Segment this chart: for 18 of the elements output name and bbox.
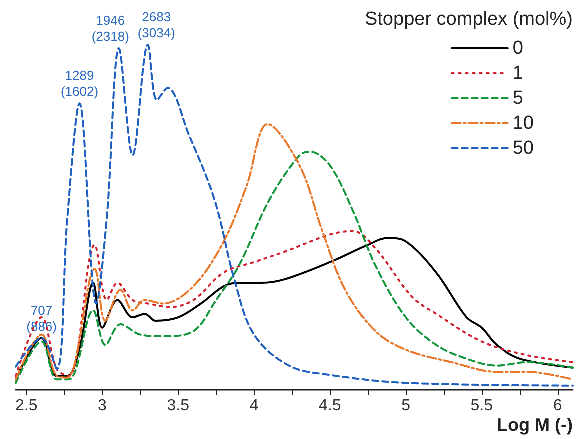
x-tick-label: 5.5 <box>470 398 494 414</box>
legend-title: Stopper complex (mol%) <box>364 9 574 30</box>
annotation: 2683 (3034) <box>138 10 176 40</box>
x-tick-label: 3 <box>98 398 108 414</box>
x-tick-label: 4.5 <box>319 398 342 414</box>
legend-label: 50 <box>512 138 534 159</box>
x-tick-label: 4 <box>250 398 259 414</box>
annotation: 1289 (1602) <box>60 68 99 100</box>
annotation: 1946 (2318) <box>92 12 130 44</box>
legend-label: 0 <box>512 38 524 59</box>
legend-label: 1 <box>512 63 524 84</box>
legend-label: 10 <box>512 113 534 134</box>
x-tick-label: 6 <box>553 398 562 414</box>
x-axis-title: Log M (-) <box>497 415 573 435</box>
legend-label: 5 <box>512 88 524 109</box>
x-tick-label: 2.5 <box>16 398 38 414</box>
x-tick-label: 5 <box>402 398 411 414</box>
x-tick-label: 3.5 <box>167 398 190 414</box>
